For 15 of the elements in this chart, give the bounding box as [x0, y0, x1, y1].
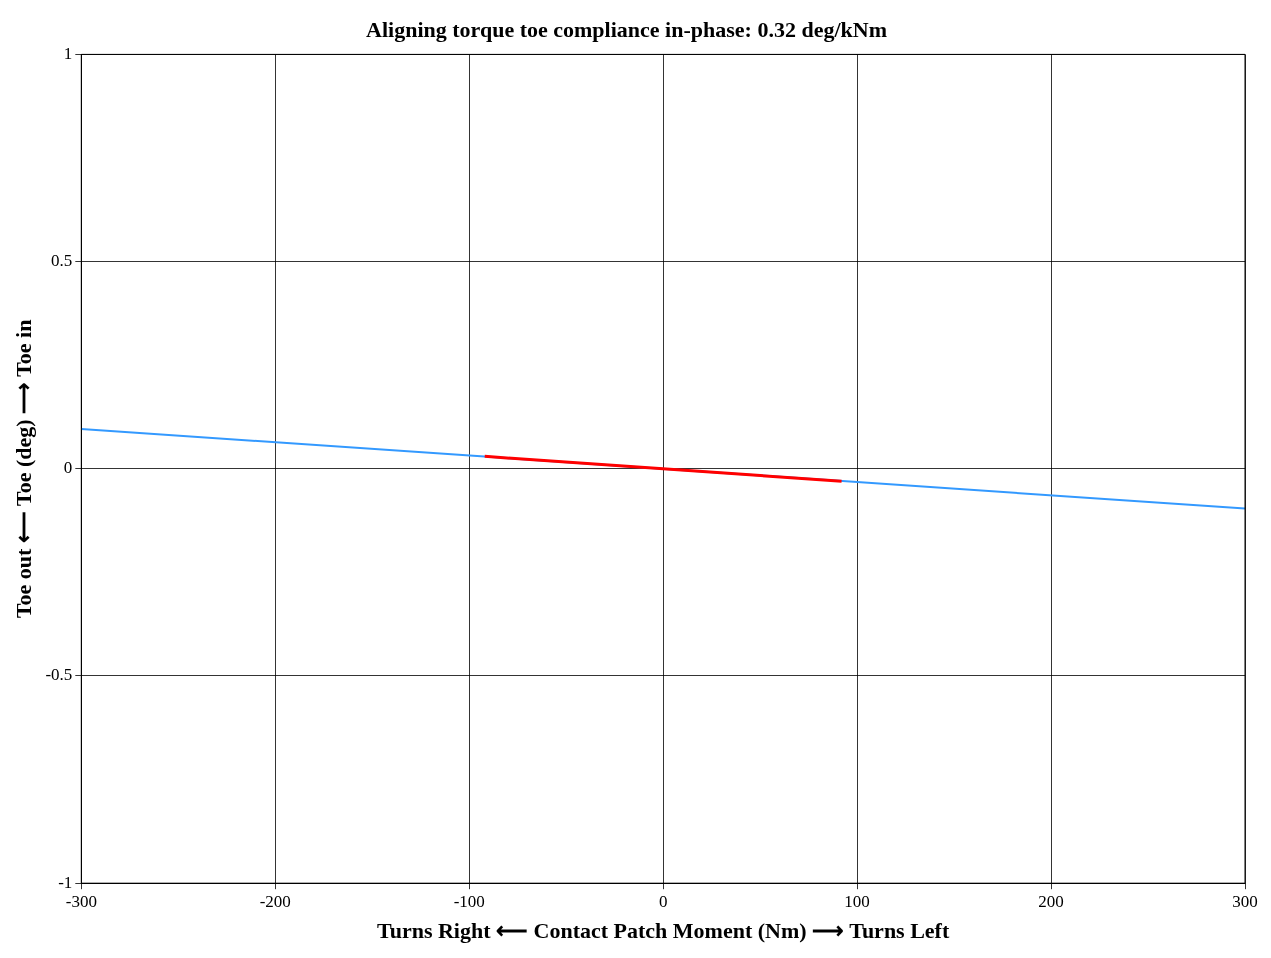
x-tick-label: 100	[844, 891, 870, 911]
y-tick-label: 0.5	[51, 251, 73, 271]
y-tick-label: -0.5	[45, 665, 73, 685]
x-axis-title: Turns Right ⟵ Contact Patch Moment (Nm) ⟶ Turns Left	[377, 918, 950, 944]
x-tick-label: -300	[65, 891, 97, 911]
x-tick-label: 0	[658, 891, 668, 911]
x-tick-label: 300	[1232, 891, 1258, 911]
x-tick-label: -100	[453, 891, 485, 911]
y-tick-label: -1	[58, 872, 73, 892]
y-axis-title: Toe out ⟵ Toe (deg) ⟶ Toe in	[10, 319, 36, 619]
x-tick-label: 200	[1038, 891, 1064, 911]
y-tick-label: 0	[63, 458, 73, 478]
x-tick-label: -200	[259, 891, 291, 911]
y-tick-label: 1	[63, 43, 73, 63]
chart-title: Aligning torque toe compliance in-phase: 0.32 deg/kNm	[366, 16, 887, 42]
